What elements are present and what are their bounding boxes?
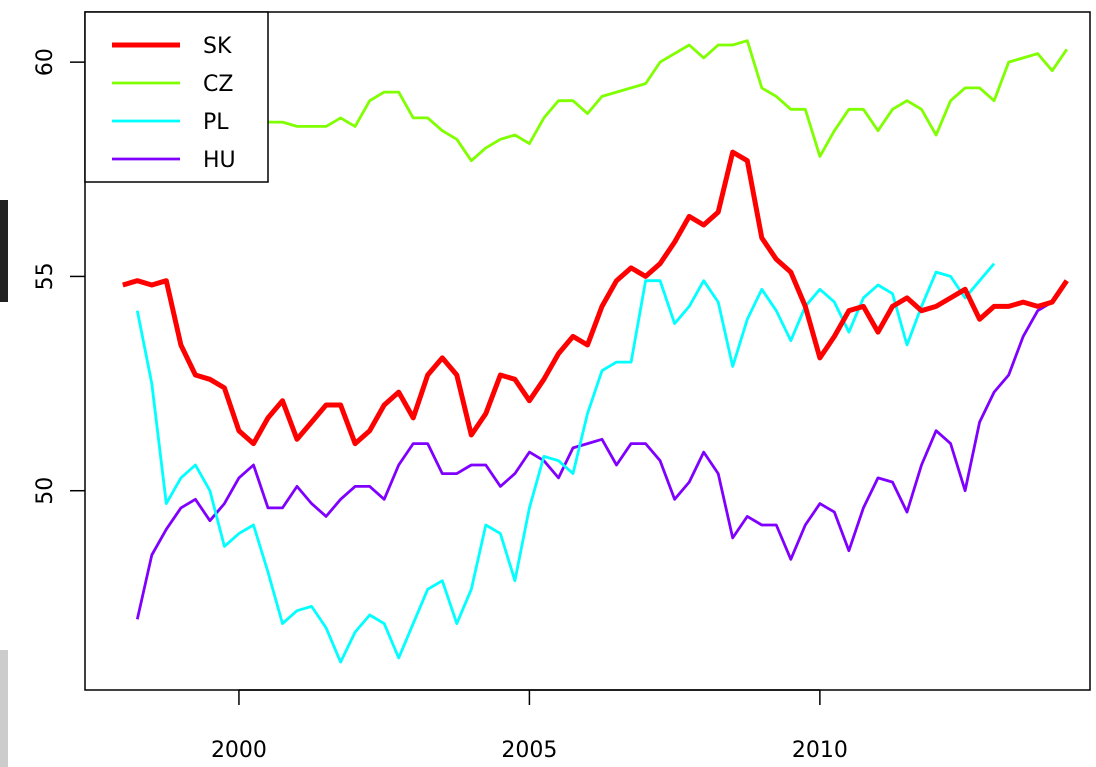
legend-box [84,11,269,183]
legend-label: SK [203,34,232,59]
legend-label: CZ [203,72,233,97]
plot-frame [84,11,1091,691]
screen-edge [0,200,8,302]
x-tick-label: 2005 [501,738,557,763]
y-tick-label: 60 [33,48,58,76]
plot-area: 2000 2005 2010 50 55 60 SK CZ PL HU [33,11,1091,763]
x-tick-label: 2000 [211,738,267,763]
x-tick-label: 2010 [792,738,848,763]
series-line [135,300,1053,620]
series-line [135,262,996,664]
series-line [122,39,1068,163]
y-tick-label: 55 [33,262,58,290]
screen-edge [0,650,8,767]
series-line [122,149,1069,447]
legend-label: PL [203,110,229,135]
legend: SK CZ PL HU [84,11,269,183]
legend-label: HU [203,148,236,173]
y-tick-label: 50 [33,477,58,505]
